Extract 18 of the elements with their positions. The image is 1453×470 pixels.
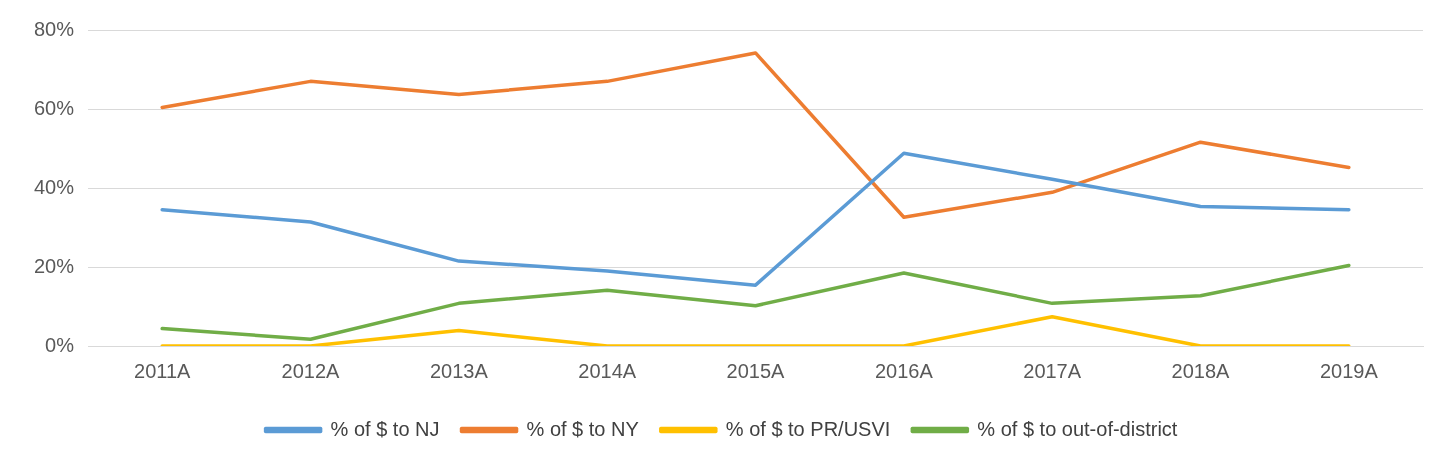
x-tick-label: 2017A — [1023, 359, 1082, 382]
x-tick-label: 2015A — [726, 359, 786, 382]
legend-label: % of $ to PR/USVI — [725, 417, 891, 440]
y-tick-label: 60% — [34, 96, 75, 119]
x-tick-label: 2013A — [429, 359, 489, 382]
x-tick-label: 2014A — [578, 359, 637, 382]
x-tick-label: 2018A — [1171, 359, 1231, 382]
x-tick-label: 2016A — [874, 359, 934, 382]
legend-label: % of $ to NJ — [330, 417, 440, 440]
y-tick-label: 40% — [34, 175, 75, 198]
y-tick-label: 80% — [34, 17, 75, 40]
x-tick-label: 2019A — [1319, 359, 1379, 382]
x-tick-label: 2011A — [134, 359, 192, 382]
legend-label: % of $ to NY — [526, 417, 639, 440]
y-tick-label: 20% — [34, 254, 75, 277]
y-tick-label: 0% — [45, 333, 75, 356]
x-tick-label: 2012A — [281, 359, 341, 382]
legend-label: % of $ to out-of-district — [977, 417, 1178, 440]
